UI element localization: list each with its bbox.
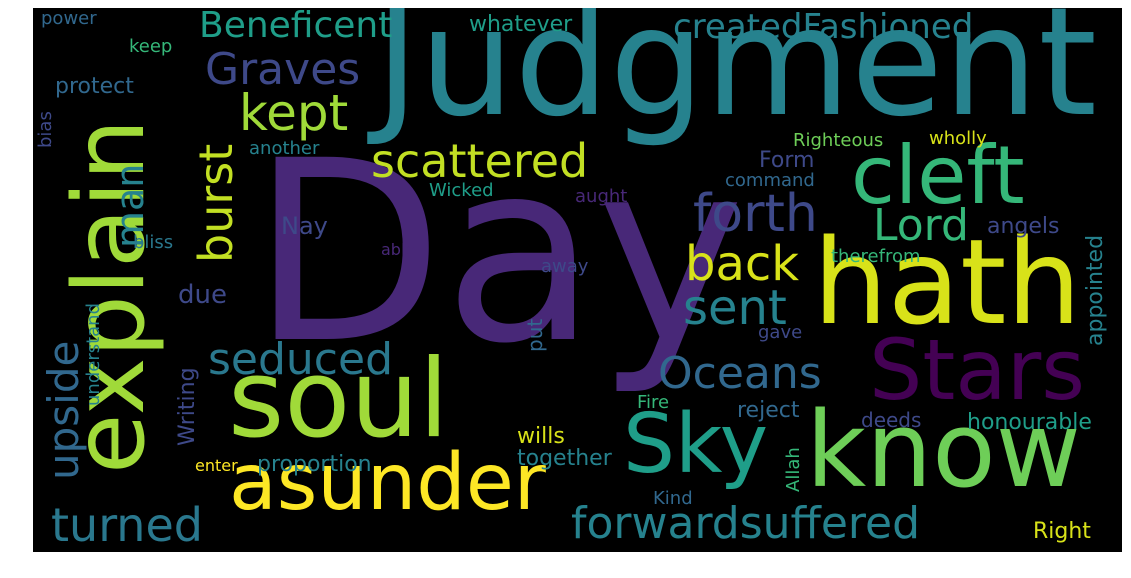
word-turned: turned [51,498,203,552]
word-burst: burst [189,143,243,263]
word-hath: hath [813,213,1082,351]
word-know: know [806,389,1081,511]
word-sky: Sky [623,397,769,492]
word-kept: kept [239,84,349,142]
word-away: away [541,256,589,277]
word-reject: reject [737,398,800,423]
word-wicked: Wicked [429,180,494,201]
word-beneficent: Beneficent [199,8,393,46]
word-graves: Graves [205,44,361,95]
word-wholly: wholly [929,128,987,149]
word-day: Day [251,107,745,398]
word-proportion: proportion [257,452,372,477]
word-together: together [517,446,612,471]
word-honourable: honourable [967,410,1092,435]
word-scattered: scattered [371,134,589,188]
word-allah: Allah [783,447,804,492]
word-cloud: Judgment Day explain hath soul know Star… [33,8,1122,552]
word-understand: understand [83,302,104,406]
word-aught: aught [575,186,628,207]
word-able: able [381,240,416,259]
word-stars: Stars [869,321,1086,419]
word-bias: bias [35,111,56,148]
word-form: Form [759,148,815,173]
word-writing: Writing [175,367,200,446]
word-power: power [41,8,97,29]
word-oceans: Oceans [658,348,822,399]
word-upside: upside [39,340,88,480]
word-therefrom: therefrom [831,246,921,267]
word-put: put [523,318,547,352]
word-back: back [685,236,800,292]
word-whatever: whatever [469,12,573,37]
word-forth: forth [693,184,818,244]
word-righteous: Righteous [793,130,884,151]
word-lord: Lord [873,200,969,251]
word-bliss: bliss [133,232,174,253]
word-seduced: seduced [208,334,394,385]
word-kind: Kind [653,488,693,509]
word-wills: wills [517,424,565,449]
word-another: another [249,138,320,159]
word-asunder: asunder [229,438,546,528]
word-soul: soul [228,337,449,462]
word-angels: angels [987,214,1060,239]
word-sent: sent [683,280,787,336]
word-judgment: Judgment [375,8,1098,150]
word-deeds: deeds [861,408,922,432]
word-forwardsuffered: forwardsuffered [571,498,921,549]
word-fire: Fire [637,392,670,413]
word-keep: keep [129,36,173,57]
word-nay: Nay [281,212,328,240]
word-protect: protect [55,74,134,99]
word-right: Right [1033,519,1091,544]
word-createdfashioned: createdFashioned [673,8,974,47]
word-gave: gave [758,322,803,343]
word-enter: enter [195,456,238,475]
word-appointed: appointed [1083,234,1108,346]
word-command: command [725,170,815,191]
word-cleft: cleft [851,129,1025,222]
word-due: due [178,280,227,310]
